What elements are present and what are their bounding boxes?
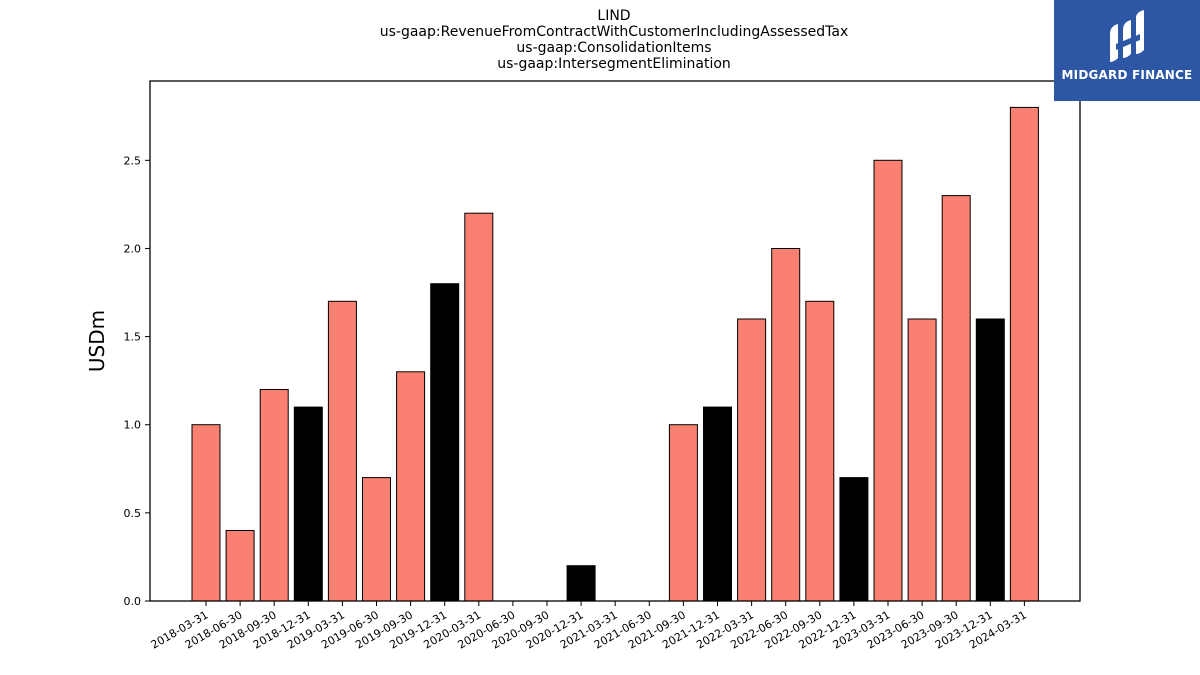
bar bbox=[396, 371, 426, 602]
bar bbox=[737, 318, 767, 602]
midgard-finance-logo: MIDGARD FINANCE bbox=[1054, 0, 1200, 101]
y-axis: 0.0 0.5 1.0 1.5 2.0 2.5 bbox=[124, 154, 150, 608]
title-line: us-gaap:ConsolidationItems bbox=[516, 40, 711, 56]
bar bbox=[362, 477, 391, 602]
y-axis-label: USDm bbox=[85, 310, 109, 372]
bar bbox=[1009, 106, 1039, 602]
bar bbox=[907, 318, 937, 602]
y-tick-label: 2.0 bbox=[124, 242, 142, 255]
bar bbox=[703, 406, 732, 602]
bar bbox=[566, 565, 596, 602]
bar bbox=[225, 530, 255, 602]
bar bbox=[464, 212, 494, 602]
y-tick-label: 0.0 bbox=[124, 595, 142, 608]
bar bbox=[839, 477, 869, 602]
plot-frame bbox=[149, 80, 1081, 602]
bar bbox=[805, 300, 835, 602]
midgard-logo-mark-icon bbox=[1110, 10, 1144, 62]
bar-series bbox=[191, 106, 1039, 602]
bar bbox=[191, 424, 221, 602]
logo-text: MIDGARD FINANCE bbox=[1061, 68, 1193, 82]
bar bbox=[873, 159, 903, 602]
x-axis: 2018-03-312018-06-302018-09-302018-12-31… bbox=[149, 601, 1029, 652]
bar bbox=[430, 283, 460, 602]
title-line: us-gaap:IntersegmentElimination bbox=[497, 56, 731, 72]
bar bbox=[327, 300, 357, 602]
y-tick-label: 1.5 bbox=[124, 331, 142, 344]
title-line: LIND bbox=[597, 8, 630, 24]
bar bbox=[975, 318, 1005, 602]
y-tick-label: 1.0 bbox=[124, 419, 142, 432]
bar bbox=[668, 424, 698, 602]
bar bbox=[941, 195, 971, 602]
chart-title: LINDus-gaap:RevenueFromContractWithCusto… bbox=[380, 8, 849, 72]
bar bbox=[771, 248, 801, 602]
bar bbox=[293, 406, 323, 602]
title-line: us-gaap:RevenueFromContractWithCustomerI… bbox=[380, 24, 849, 40]
bar bbox=[259, 389, 289, 602]
y-tick-label: 0.5 bbox=[124, 507, 142, 520]
y-tick-label: 2.5 bbox=[124, 154, 142, 167]
